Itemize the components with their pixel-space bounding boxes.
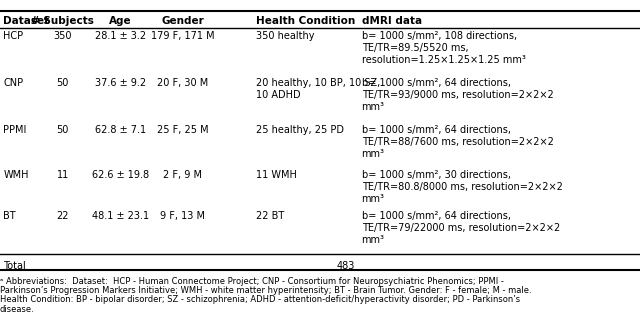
Text: disease.: disease. [0,305,35,314]
Text: 22: 22 [56,211,69,221]
Text: 48.1 ± 23.1: 48.1 ± 23.1 [92,211,149,221]
Text: 25 F, 25 M: 25 F, 25 M [157,125,208,135]
Text: 62.6 ± 19.8: 62.6 ± 19.8 [92,170,149,180]
Text: 350 healthy: 350 healthy [256,31,314,41]
Text: 22 BT: 22 BT [256,211,284,221]
Text: 25 healthy, 25 PD: 25 healthy, 25 PD [256,125,344,135]
Text: CNP: CNP [3,78,23,88]
Text: Parkinson’s Progression Markers Initiative; WMH - white matter hyperintensity; B: Parkinson’s Progression Markers Initiati… [0,286,532,295]
Text: 50: 50 [56,125,69,135]
Text: 20 F, 30 M: 20 F, 30 M [157,78,208,88]
Text: dMRI data: dMRI data [362,16,422,26]
Text: b= 1000 s/mm², 108 directions,
TE/TR=89.5/5520 ms,
resolution=1.25×1.25×1.25 mm³: b= 1000 s/mm², 108 directions, TE/TR=89.… [362,31,525,65]
Text: Health Condition: BP - bipolar disorder; SZ - schizophrenia; ADHD - attention-de: Health Condition: BP - bipolar disorder;… [0,295,520,304]
Text: PPMI: PPMI [3,125,27,135]
Text: 2 F, 9 M: 2 F, 9 M [163,170,202,180]
Text: 9 F, 13 M: 9 F, 13 M [160,211,205,221]
Text: b= 1000 s/mm², 64 directions,
TE/TR=93/9000 ms, resolution=2×2×2
mm³: b= 1000 s/mm², 64 directions, TE/TR=93/9… [362,78,554,112]
Text: b= 1000 s/mm², 64 directions,
TE/TR=79/22000 ms, resolution=2×2×2
mm³: b= 1000 s/mm², 64 directions, TE/TR=79/2… [362,211,560,245]
Text: 37.6 ± 9.2: 37.6 ± 9.2 [95,78,146,88]
Text: # Subjects: # Subjects [31,16,94,26]
Text: HCP: HCP [3,31,23,41]
Text: 179 F, 171 M: 179 F, 171 M [150,31,214,41]
Text: Dataset: Dataset [3,16,49,26]
Text: Total: Total [3,261,26,270]
Text: WMH: WMH [3,170,29,180]
Text: Gender: Gender [161,16,204,26]
Text: BT: BT [3,211,16,221]
Text: b= 1000 s/mm², 64 directions,
TE/TR=88/7600 ms, resolution=2×2×2
mm³: b= 1000 s/mm², 64 directions, TE/TR=88/7… [362,125,554,159]
Text: 483: 483 [337,261,355,270]
Text: 20 healthy, 10 BP, 10 SZ,
10 ADHD: 20 healthy, 10 BP, 10 SZ, 10 ADHD [256,78,380,100]
Text: 50: 50 [56,78,69,88]
Text: ᵃ Abbreviations:  Dataset:  HCP - Human Connectome Project; CNP - Consortium for: ᵃ Abbreviations: Dataset: HCP - Human Co… [0,277,504,286]
Text: 62.8 ± 7.1: 62.8 ± 7.1 [95,125,146,135]
Text: 11: 11 [56,170,69,180]
Text: b= 1000 s/mm², 30 directions,
TE/TR=80.8/8000 ms, resolution=2×2×2
mm³: b= 1000 s/mm², 30 directions, TE/TR=80.8… [362,170,563,204]
Text: Health Condition: Health Condition [256,16,355,26]
Text: 350: 350 [54,31,72,41]
Text: 28.1 ± 3.2: 28.1 ± 3.2 [95,31,146,41]
Text: 11 WMH: 11 WMH [256,170,297,180]
Text: Age: Age [109,16,132,26]
